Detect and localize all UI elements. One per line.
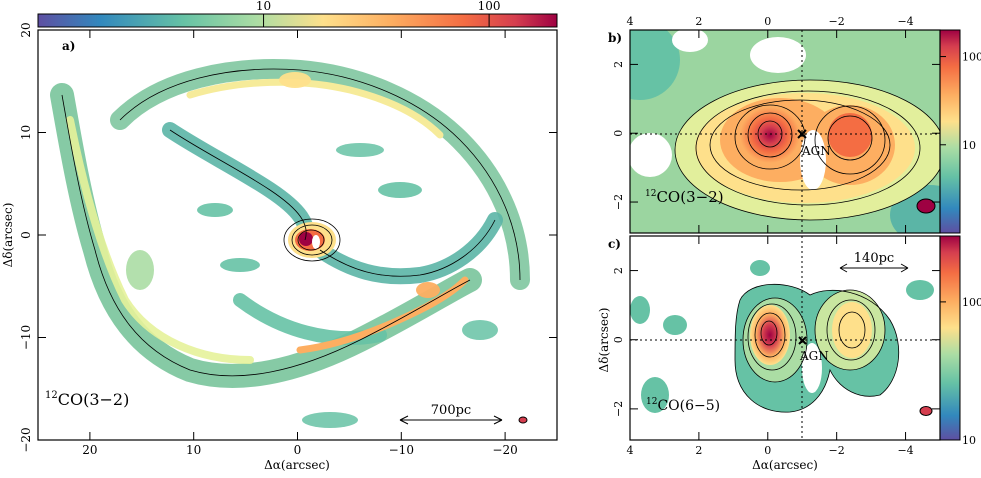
colorbar-tick-label: 10 [962,434,976,447]
agn-label-b: AGN [801,144,831,158]
colorbar-a-tick-label: 10 [256,0,271,13]
ylabel-c: Δδ(arcsec) [597,308,611,373]
x-tick-label-top: 2 [695,15,702,28]
x-tick-label: 10 [186,443,201,457]
y-tick-label: 10 [19,125,33,140]
y-tick-label: −2 [612,401,625,417]
agn-marker-c [798,336,807,345]
colorbar-tick-label: 100 [962,296,981,309]
outer-arm-north-core [186,78,444,139]
x-tick-label: 0 [294,443,302,457]
y-tick-label: −2 [612,194,625,210]
inner-arm-2 [312,212,503,285]
y-tick-label: 0 [19,231,33,239]
scalebar-c [839,263,909,273]
panel-label-a: a) [62,39,75,53]
x-tick-label-top: 0 [764,15,771,28]
scalebar-label-c: 140pc [854,251,894,266]
y-tick-label: 0 [612,130,625,137]
ticks-b: 4 2 0 −2 −4 2 0 −2 [612,15,940,233]
colorbar-b [939,29,961,234]
ylabel-a: Δδ(arcsec) [1,203,15,268]
x-tick-label: 0 [764,444,771,457]
y-tick-label: −10 [19,325,33,350]
x-tick-label: −2 [829,444,845,457]
x-tick-label: 20 [82,443,97,457]
scalebar-a: 700pc [399,403,503,425]
xlabel-a: Δα(arcsec) [264,458,330,472]
southern-arm-hotspot [296,276,469,354]
x-tick-label-top: −2 [829,15,845,28]
panel-label-c: c) [608,237,621,251]
y-tick-label: −20 [19,427,33,452]
x-tick-label: −10 [389,443,414,457]
beam-b [916,198,936,214]
agn-label-c: AGN [799,349,829,363]
beam-a [518,416,528,424]
map-b [630,30,940,233]
ticks-a: 20 10 0 −10 −20 20 10 0 −10 −20 [19,22,557,457]
y-tick-label: 20 [19,22,33,37]
line-label-a: 12CO(3−2) [45,390,129,409]
axes-frame-b [629,29,941,234]
x-tick-label: 4 [627,444,634,457]
x-tick-label: 2 [695,444,702,457]
line-label-b: 12CO(3−2) [645,188,724,206]
line-label-c: 12CO(6−5) [646,397,720,414]
xlabel-c: Δα(arcsec) [752,458,818,472]
outer-arm-west-core [66,116,254,364]
ticks-c: 4 2 0 −2 −4 2 0 −2 [612,236,940,457]
panel-a: 10 100 [1,0,558,472]
beam-c [919,406,933,416]
colorbar-tick-label: 100 [962,51,981,64]
agn-marker-b [797,129,807,139]
x-tick-label-top: 4 [627,15,634,28]
map-c [630,236,940,440]
colorbar-a-tick-label: 100 [478,0,501,13]
x-tick-label-top: −4 [897,15,913,28]
colorbar-a [37,13,558,28]
outer-arm-west [50,83,482,388]
colorbar-c [939,235,961,441]
panel-label-b: b) [608,31,622,45]
panel-c: 4 2 0 −2 −4 2 0 −2 100 10 c) AGN 140pc 12CO(6−5)… [597,235,981,472]
scalebar-label-a: 700pc [431,403,471,418]
x-tick-label: −20 [492,443,517,457]
x-tick-label: −4 [897,444,913,457]
y-tick-label: 0 [612,336,625,343]
axes-frame-c [629,235,941,441]
y-tick-label: 2 [612,61,625,68]
map-a [50,59,530,428]
panel-b: 4 2 0 −2 −4 2 0 −2 10 100 b) AGN 12CO(3−2) [608,15,981,234]
y-tick-label: 2 [612,267,625,274]
inner-arm-1 [162,122,315,248]
colorbar-tick-label: 10 [962,139,976,152]
